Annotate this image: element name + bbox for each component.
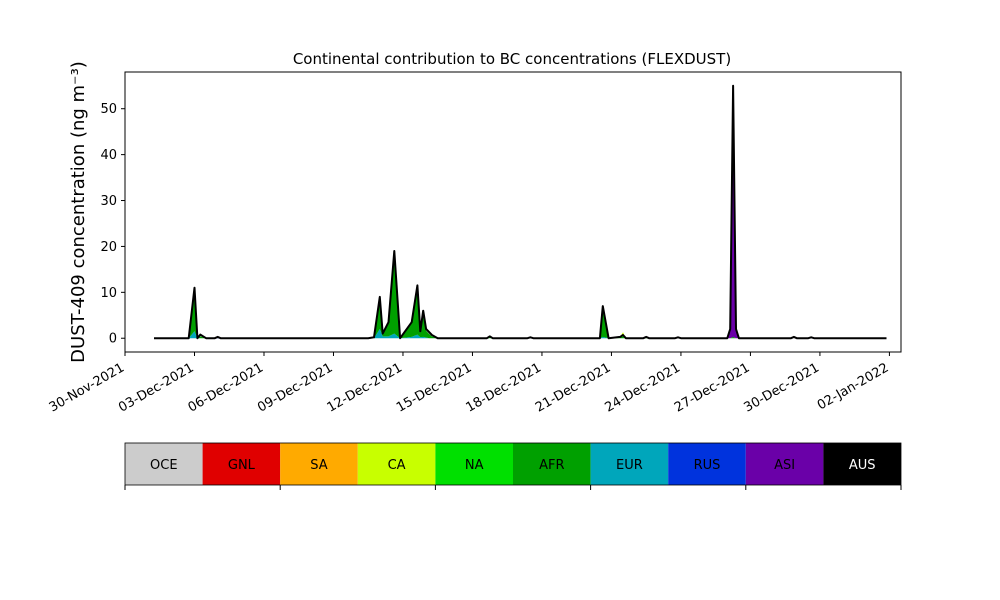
legend-swatch-eur xyxy=(590,443,669,485)
plot-frame xyxy=(124,71,902,353)
x-tick-label: 02-Jan-2022 xyxy=(815,360,892,413)
legend-label-eur: EUR xyxy=(616,458,643,473)
legend-label-aus: AUS xyxy=(849,458,876,473)
area-na xyxy=(154,253,887,339)
x-axis: 30-Nov-202103-Dec-202106-Dec-202109-Dec-… xyxy=(47,352,892,416)
legend-label-oce: OCE xyxy=(150,458,178,473)
y-tick-label: 20 xyxy=(100,240,117,255)
legend-label-asi: ASI xyxy=(774,458,795,473)
legend-label-rus: RUS xyxy=(694,458,721,473)
legend-swatch-afr xyxy=(513,443,591,485)
legend-swatch-sa xyxy=(280,443,358,485)
area-afr xyxy=(154,253,887,339)
y-tick-label: 30 xyxy=(100,194,117,209)
y-tick-label: 10 xyxy=(100,286,117,301)
legend-swatch-ca xyxy=(357,443,436,485)
legend-swatch-na xyxy=(435,443,513,485)
chart-title: Continental contribution to BC concentra… xyxy=(293,50,731,68)
total-line xyxy=(154,84,887,340)
x-tick-label: 30-Dec-2021 xyxy=(742,360,822,415)
legend-swatch-oce xyxy=(125,443,203,485)
x-tick-label: 15-Dec-2021 xyxy=(394,360,474,415)
legend-label-ca: CA xyxy=(388,458,406,473)
y-tick-label: 50 xyxy=(100,102,117,117)
stacked-areas xyxy=(154,91,887,339)
x-tick-label: 18-Dec-2021 xyxy=(464,360,544,415)
legend-swatch-rus xyxy=(668,443,746,485)
legend-swatch-aus xyxy=(823,443,901,485)
x-tick-label: 06-Dec-2021 xyxy=(186,360,266,415)
x-tick-label: 30-Nov-2021 xyxy=(47,360,127,415)
y-axis: 0 10 20 30 40 50 xyxy=(100,102,125,347)
area-ca xyxy=(154,253,887,339)
legend-frame xyxy=(124,442,902,486)
total-line-group xyxy=(154,84,887,340)
region-legend: OCE GNL SA CA NA AFR EUR RUS ASI AUS xyxy=(124,442,902,490)
legend-label-na: NA xyxy=(465,458,484,473)
legend-label-sa: SA xyxy=(310,458,327,473)
x-tick-label: 09-Dec-2021 xyxy=(255,360,335,415)
x-tick-label: 24-Dec-2021 xyxy=(603,360,683,415)
y-tick-label: 0 xyxy=(109,332,117,347)
legend-label-afr: AFR xyxy=(539,458,564,473)
y-tick-label: 40 xyxy=(100,148,117,163)
x-tick-label: 27-Dec-2021 xyxy=(672,360,752,415)
x-tick-label: 12-Dec-2021 xyxy=(325,360,405,415)
legend-swatch-gnl xyxy=(202,443,281,485)
y-axis-label: DUST-409 concentration (ng m⁻³) xyxy=(68,61,89,363)
area-eur xyxy=(154,329,887,339)
legend-swatch-asi xyxy=(745,443,824,485)
legend-label-gnl: GNL xyxy=(228,458,256,473)
area-rus xyxy=(154,91,887,339)
x-tick-label: 21-Dec-2021 xyxy=(533,360,613,415)
x-tick-label: 03-Dec-2021 xyxy=(116,360,196,415)
area-asi xyxy=(154,95,887,339)
